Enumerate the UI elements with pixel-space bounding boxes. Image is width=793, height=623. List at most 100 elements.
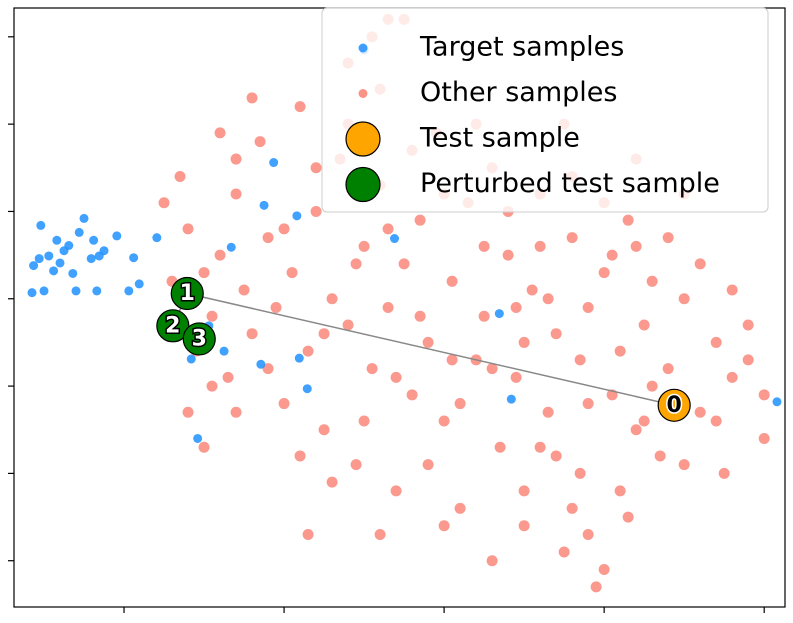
point [454,398,466,410]
point [678,459,690,471]
point [422,459,434,471]
point [494,441,506,453]
point [534,240,546,252]
point [582,398,594,410]
point [510,371,522,383]
point [478,310,490,322]
point [156,309,190,343]
point [68,268,78,278]
point [726,284,738,296]
point [55,258,65,268]
point [89,235,99,245]
point [246,92,258,104]
point [294,450,306,462]
point [694,258,706,270]
point [558,546,570,558]
point [230,188,242,200]
point [310,162,322,174]
point [622,511,634,523]
point [230,406,242,418]
point [206,310,218,322]
point [59,246,69,256]
point [238,284,250,296]
point [374,529,386,541]
point [414,214,426,226]
point [222,371,234,383]
point [382,223,394,235]
point [214,127,226,139]
point [622,214,634,226]
legend-marker [358,43,368,53]
point [638,415,650,427]
point [230,153,242,165]
point [99,246,109,256]
point [294,101,306,113]
point [710,336,722,348]
point [550,450,562,462]
point [510,302,522,313]
point [382,302,394,313]
point [318,424,330,436]
point [71,286,81,296]
point [193,433,203,443]
point [614,345,626,357]
point-label: 0 [667,393,682,418]
legend-marker [345,166,381,203]
point [310,205,322,217]
point [542,406,554,418]
point [270,302,282,313]
point [34,254,44,264]
point [446,275,458,287]
point [758,432,770,444]
point [598,563,610,575]
point [158,197,170,209]
point [198,441,210,453]
legend-box [321,7,769,213]
legend-marker [345,121,381,157]
point [79,213,89,223]
point [278,398,290,410]
point [134,279,144,289]
point [86,254,96,264]
point [678,293,690,305]
point [358,415,370,427]
point [662,363,674,375]
point [129,253,139,263]
point [582,302,594,313]
point [710,415,722,427]
point [246,328,258,340]
point [662,232,674,244]
point [262,363,274,375]
point [358,240,370,252]
point [39,286,49,296]
point [262,232,274,244]
point [29,261,39,271]
point [542,293,554,305]
point [174,171,186,183]
point [27,288,37,298]
point [657,388,691,422]
point [506,394,516,404]
point [438,520,450,532]
point [534,441,546,453]
point [292,211,302,221]
point [256,359,266,369]
point [226,242,236,252]
point [446,354,458,366]
legend-label: Target samples [419,32,624,63]
point [112,231,122,241]
point [326,293,338,305]
point [259,200,269,210]
point [294,353,304,363]
legend-label: Other samples [420,77,617,108]
point [318,328,330,340]
point [366,363,378,375]
point [302,384,312,394]
point [182,322,216,356]
point-label: 3 [192,326,207,351]
point [518,336,530,348]
point [182,223,194,235]
point [526,284,538,296]
point [422,336,434,348]
